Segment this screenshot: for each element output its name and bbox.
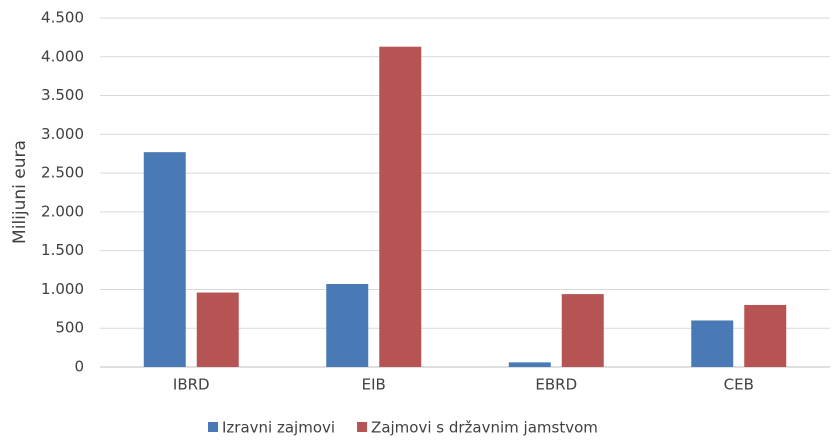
y-axis-label: Milijuni eura — [10, 140, 30, 244]
y-tick-label: 3.000 — [41, 125, 84, 143]
y-tick-label: 4.000 — [41, 47, 84, 65]
y-tick-label: 500 — [55, 319, 84, 337]
bar — [561, 294, 604, 367]
bar — [196, 292, 239, 367]
x-tick-label: EBRD — [535, 376, 577, 394]
bar — [379, 46, 422, 367]
y-tick-label: 1.000 — [41, 280, 84, 298]
bar — [691, 320, 734, 367]
x-tick-label: EIB — [362, 376, 386, 394]
x-tick-label: IBRD — [173, 376, 210, 394]
bar — [744, 304, 787, 367]
y-tick-label: 3.500 — [41, 86, 84, 104]
bar — [508, 362, 551, 367]
y-tick-label: 4.500 — [41, 9, 84, 27]
legend-label: Izravni zajmovi — [222, 419, 335, 437]
y-tick-label: 2.000 — [41, 202, 84, 220]
bar — [143, 152, 186, 367]
legend-label: Zajmovi s državnim jamstvom — [371, 419, 598, 437]
legend-swatch — [357, 422, 368, 432]
legend-swatch — [208, 422, 218, 432]
x-tick-label: CEB — [724, 376, 754, 394]
y-tick-label: 2.500 — [41, 164, 84, 182]
y-tick-label: 0 — [74, 358, 84, 376]
y-tick-label: 1.500 — [41, 241, 84, 259]
bar — [326, 284, 369, 367]
